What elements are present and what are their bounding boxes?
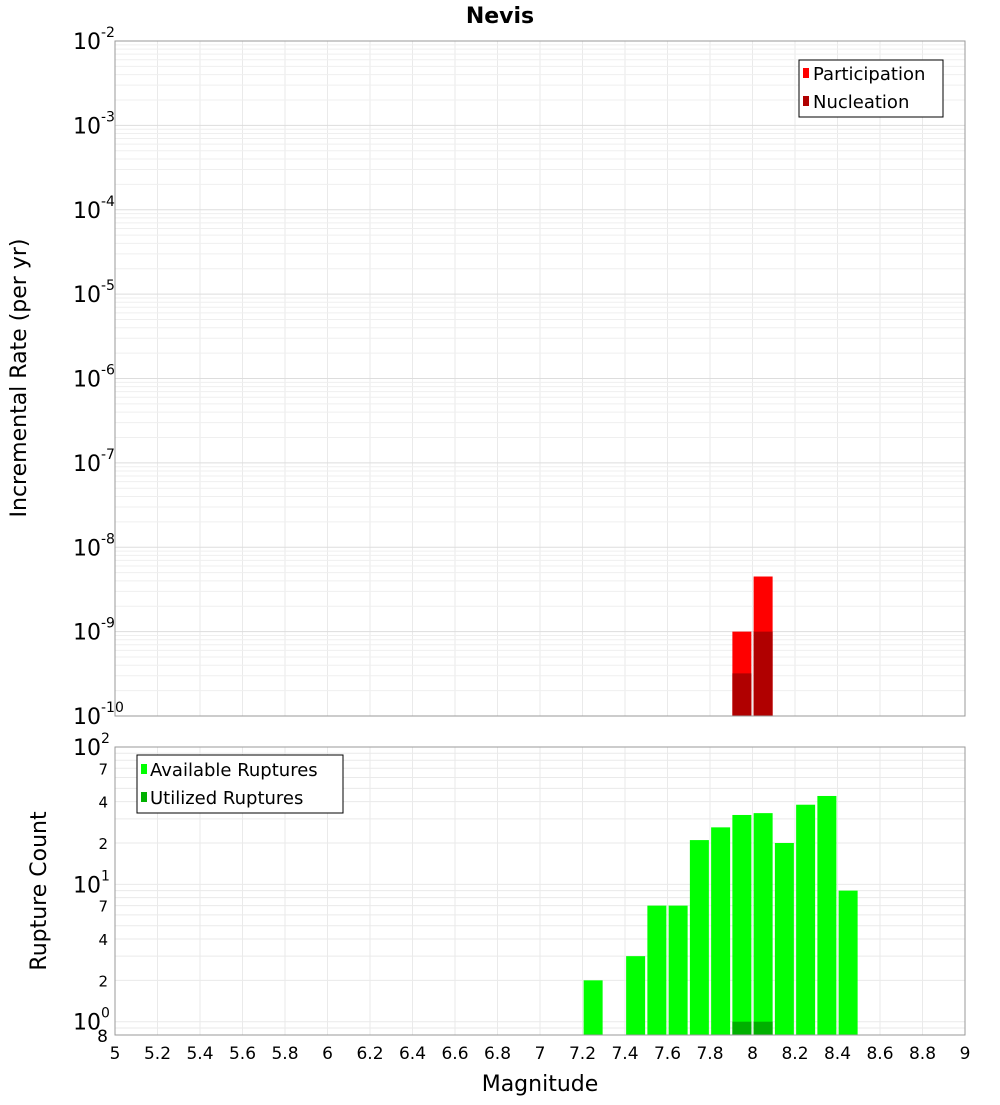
x-tick-label: 5.8	[271, 1044, 298, 1064]
top-y-axis-title: Incremental Rate (per yr)	[7, 239, 32, 518]
x-tick-label: 7.8	[696, 1044, 723, 1064]
bottom-y-minor-tick-label: 4	[98, 794, 108, 812]
x-tick-label: 7.2	[569, 1044, 596, 1064]
bottom-panel-x-ticks: 5 5.2 5.4 5.6 5.8 6 6.2 6.4 6.6 6.8 7 7.2 7.4 7.6 7.8 8…	[110, 1044, 971, 1064]
available-bar	[838, 890, 858, 1035]
x-tick-label: 6.6	[441, 1044, 468, 1064]
x-tick-label: 8	[747, 1044, 758, 1064]
x-tick-label: 5.2	[144, 1044, 171, 1064]
utilized-bar	[732, 1021, 752, 1035]
bottom-y-minor-tick-label: 7	[98, 898, 108, 916]
x-tick-label: 5	[110, 1044, 121, 1064]
available-bar	[668, 905, 688, 1035]
bottom-panel-y-ticks: 100 101 102 8 2 4 7 2 4 7	[73, 731, 110, 1047]
available-legend-swatch	[141, 764, 147, 774]
top-panel-y-ticks: 10-10 10-9 10-8 10-7 10-6 10-5 10-4 10-3 10-2	[73, 25, 124, 730]
participation-legend-label: Participation	[813, 64, 925, 85]
x-axis-title: Magnitude	[482, 1072, 599, 1097]
available-bar	[583, 980, 603, 1035]
chart-title: Nevis	[466, 4, 534, 29]
top-legend: Participation Nucleation	[798, 59, 944, 118]
bottom-y-minor-tick-label: 2	[98, 972, 108, 990]
bottom-y-minor-tick-label: 7	[98, 760, 108, 778]
utilized-bar	[753, 1021, 773, 1035]
available-bar	[626, 956, 646, 1035]
bottom-panel-bars	[583, 795, 858, 1035]
x-tick-label: 7	[535, 1044, 546, 1064]
x-tick-label: 6.4	[399, 1044, 426, 1064]
x-tick-label: 8.8	[909, 1044, 936, 1064]
bottom-legend-box	[136, 754, 344, 814]
nucleation-bar	[753, 631, 773, 716]
top-y-tick-label: 10-3	[73, 109, 115, 139]
bottom-y-minor-tick-label: 8	[97, 1027, 108, 1047]
x-tick-label: 8.4	[824, 1044, 851, 1064]
bottom-y-tick-label: 100	[73, 1006, 110, 1036]
available-bar	[647, 905, 667, 1035]
x-tick-label: 5.6	[229, 1044, 256, 1064]
utilized-legend-swatch	[141, 792, 147, 802]
bottom-y-tick-label: 102	[73, 731, 110, 761]
bottom-y-tick-label: 101	[73, 868, 110, 898]
top-panel-bars	[732, 576, 773, 716]
top-y-tick-label: 10-4	[73, 194, 115, 224]
top-y-tick-label: 10-7	[73, 447, 115, 477]
top-y-tick-label: 10-10	[73, 700, 124, 730]
top-panel-grid	[114, 41, 966, 717]
bottom-legend: Available Ruptures Utilized Ruptures	[136, 754, 344, 814]
bottom-y-axis-title: Rupture Count	[27, 811, 52, 971]
available-bar	[774, 843, 794, 1035]
top-legend-box	[798, 59, 944, 118]
utilized-legend-label: Utilized Ruptures	[150, 788, 303, 809]
available-bar	[753, 813, 773, 1035]
nucleation-legend-swatch	[803, 96, 809, 106]
available-bar	[689, 840, 709, 1035]
bottom-y-minor-tick-label: 4	[98, 931, 108, 949]
available-legend-label: Available Ruptures	[150, 760, 318, 781]
x-tick-label: 6.8	[484, 1044, 511, 1064]
x-tick-label: 6	[322, 1044, 333, 1064]
nucleation-legend-label: Nucleation	[813, 92, 909, 113]
nucleation-bar	[732, 673, 752, 716]
top-y-tick-label: 10-6	[73, 363, 115, 393]
bottom-panel-frame	[114, 746, 966, 1036]
x-tick-label: 7.6	[654, 1044, 681, 1064]
x-tick-label: 8.2	[781, 1044, 808, 1064]
x-tick-label: 6.2	[356, 1044, 383, 1064]
available-bar	[796, 804, 816, 1035]
top-y-tick-label: 10-9	[73, 616, 115, 646]
x-tick-label: 8.6	[866, 1044, 893, 1064]
top-y-tick-label: 10-2	[73, 25, 115, 55]
x-tick-label: 7.4	[611, 1044, 638, 1064]
top-y-tick-label: 10-8	[73, 531, 115, 561]
available-bar	[711, 827, 731, 1035]
available-bar	[732, 814, 752, 1035]
x-tick-label: 9	[960, 1044, 971, 1064]
bottom-y-minor-tick-label: 2	[98, 835, 108, 853]
available-bar	[817, 795, 837, 1035]
top-panel-frame	[114, 40, 966, 717]
top-y-tick-label: 10-5	[73, 278, 115, 308]
x-tick-label: 5.4	[186, 1044, 213, 1064]
participation-legend-swatch	[803, 68, 809, 78]
